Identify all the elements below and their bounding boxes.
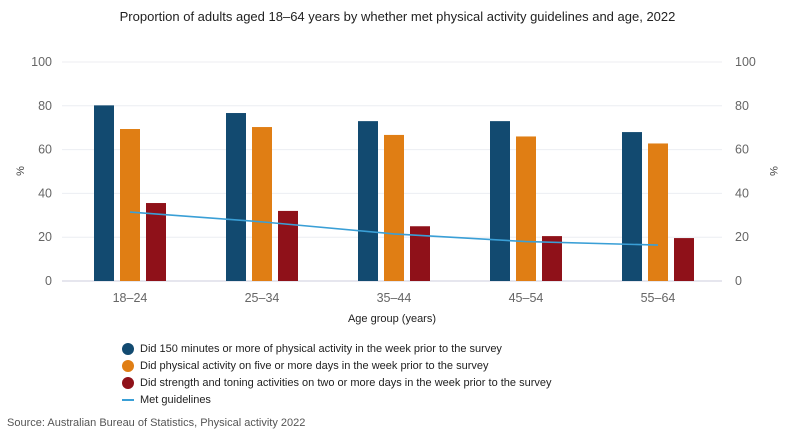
x-tick: 45–54 [509,291,544,305]
source-note: Source: Australian Bureau of Statistics,… [7,417,306,429]
bar [384,134,404,281]
legend-item[interactable]: Did 150 minutes or more of physical acti… [122,340,552,357]
y-tick-right: 0 [735,274,742,288]
bar [358,121,378,281]
y-tick-left: 60 [38,143,52,157]
bar [252,127,272,281]
bar [146,203,166,281]
y-tick-right: 80 [735,99,749,113]
legend-label: Did strength and toning activities on tw… [140,376,552,389]
x-axis-label: Age group (years) [348,313,436,325]
chart-plot: 0 0 20 20 40 40 60 60 80 80 100 100% % 18–24 25–34 35–4… [15,55,779,325]
x-tick: 55–64 [641,291,676,305]
y-tick-left: 80 [38,99,52,113]
legend-item[interactable]: Did physical activity on five or more da… [122,357,552,374]
bar [120,129,140,281]
y-tick-left: 0 [45,274,52,288]
y-tick-left: 100 [31,55,52,69]
y-axis-label-right: % [767,166,779,176]
legend-marker [122,376,134,389]
x-tick: 25–34 [245,291,280,305]
y-tick-left: 20 [38,230,52,244]
legend-label: Did 150 minutes or more of physical acti… [140,342,502,355]
y-tick-right: 60 [735,143,749,157]
legend-label: Met guidelines [140,393,211,406]
bar [674,238,694,281]
legend-item[interactable]: Did strength and toning activities on tw… [122,374,552,391]
bar [542,236,562,281]
y-tick-right: 40 [735,186,749,200]
legend: Did 150 minutes or more of physical acti… [122,340,552,408]
legend-marker [122,359,134,372]
y-axis-label-left: % [15,166,27,176]
bar [94,105,114,281]
bar [622,132,642,281]
legend-marker [122,398,134,401]
legend-item[interactable]: Met guidelines [122,391,552,408]
legend-marker [122,342,134,355]
bar [648,143,668,281]
y-tick-left: 40 [38,186,52,200]
x-tick: 18–24 [113,291,148,305]
legend-label: Did physical activity on five or more da… [140,359,489,372]
bar [226,113,246,281]
x-tick: 35–44 [377,291,412,305]
bar [410,226,430,281]
y-tick-right: 20 [735,230,749,244]
chart-title: Proportion of adults aged 18–64 years by… [119,9,676,24]
series-line [129,211,659,246]
bar [490,121,510,281]
bar [516,136,536,281]
bar [278,210,298,281]
y-tick-right: 100 [735,55,756,69]
